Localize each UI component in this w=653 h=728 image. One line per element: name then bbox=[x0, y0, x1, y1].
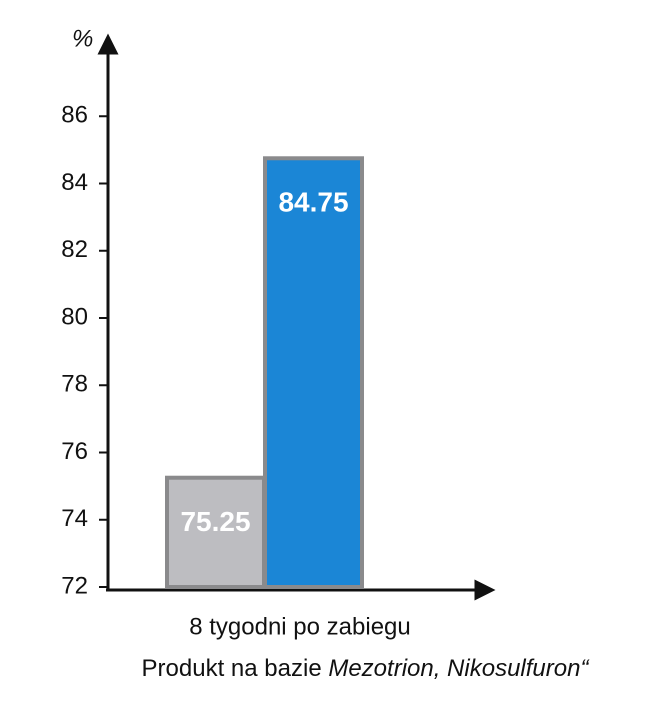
y-tick-label: 84 bbox=[61, 169, 88, 196]
y-tick-label: 74 bbox=[61, 505, 88, 532]
value-label: 75.25 bbox=[180, 506, 250, 537]
note: Produkt na bazie Mezotrion, Nikosulfuron… bbox=[142, 655, 591, 682]
x-tick-label: 8 tygodni po zabiegu bbox=[189, 613, 411, 640]
y-tick-label: 80 bbox=[61, 303, 88, 330]
y-tick-label: 72 bbox=[61, 572, 88, 599]
y-axis-label: % bbox=[72, 25, 93, 52]
note-emphasis: Mezotrion, Nikosulfuron“ bbox=[328, 655, 590, 682]
bar bbox=[263, 156, 364, 589]
note-text: Produkt na bazie bbox=[142, 655, 322, 682]
y-tick-label: 86 bbox=[61, 102, 88, 129]
y-tick-label: 76 bbox=[61, 438, 88, 465]
y-tick-label: 82 bbox=[61, 236, 88, 263]
y-tick-label: 78 bbox=[61, 371, 88, 398]
value-label: 84.75 bbox=[278, 187, 348, 218]
